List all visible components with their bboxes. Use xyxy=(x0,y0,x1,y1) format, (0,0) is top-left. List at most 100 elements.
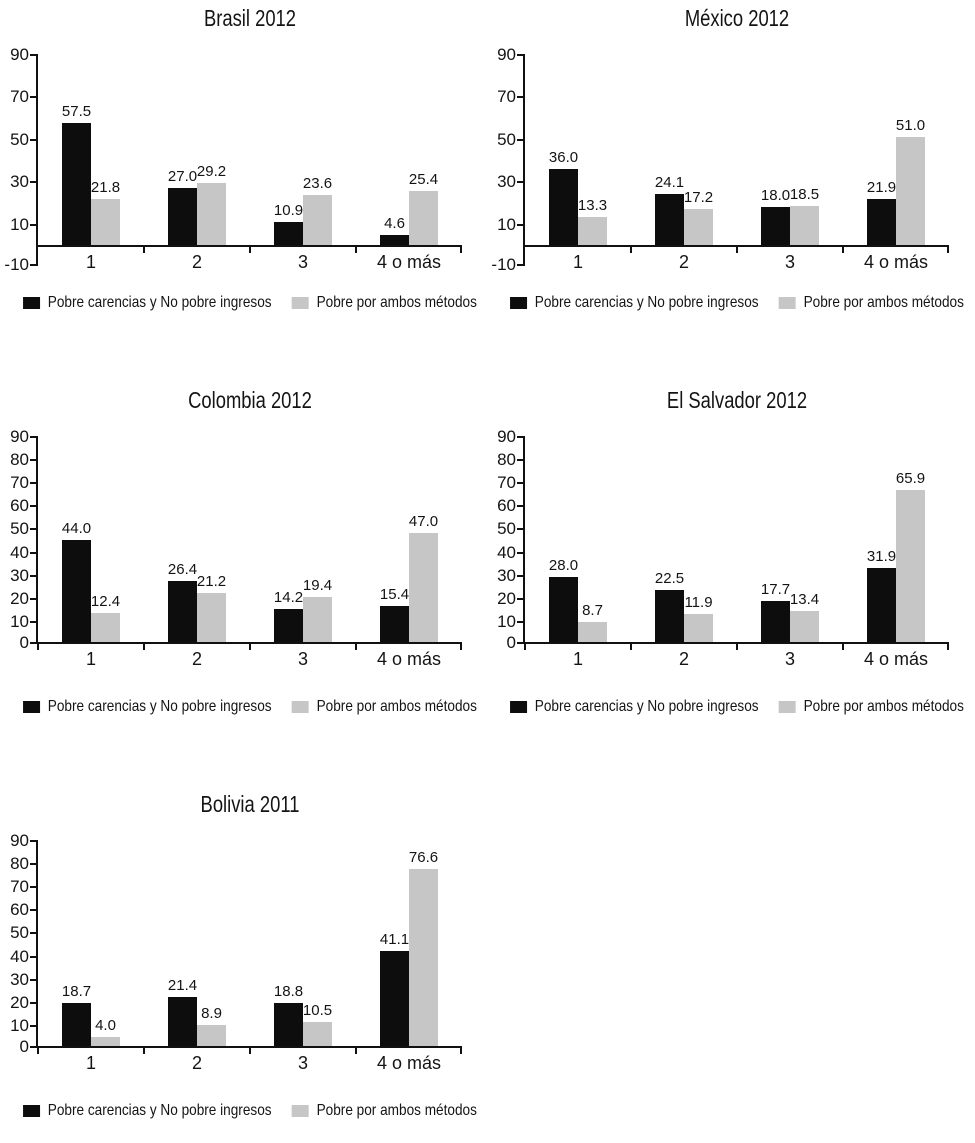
y-axis-tick-mark xyxy=(517,436,523,438)
legend-gray-swatch-icon xyxy=(291,297,309,309)
bar-value-label: 18.7 xyxy=(61,983,92,1000)
y-axis-label: 10 xyxy=(10,215,29,234)
y-axis-label: 20 xyxy=(10,993,29,1012)
y-axis-tick-mark xyxy=(30,1025,36,1027)
y-axis-tick-mark xyxy=(517,139,523,141)
x-axis-tick-mark xyxy=(460,644,462,650)
y-axis-label: 0 xyxy=(19,1037,29,1056)
y-axis-label: 0 xyxy=(506,633,516,652)
legend-label-series2: Pobre por ambos métodos xyxy=(316,294,477,311)
y-axis-tick-mark xyxy=(30,598,36,600)
bar-series2 xyxy=(197,183,226,245)
y-axis-tick-mark xyxy=(30,436,36,438)
y-axis-label: 90 xyxy=(10,831,29,850)
legend-black-swatch-icon xyxy=(510,701,528,713)
bar-value-label: 4.0 xyxy=(95,1017,116,1034)
chart-legend: Pobre carencias y No pobre ingresos Pobr… xyxy=(23,294,477,312)
legend-item-series1: Pobre carencias y No pobre ingresos xyxy=(23,294,272,312)
x-category-label: 3 xyxy=(784,649,796,669)
y-axis-line xyxy=(36,436,38,644)
bar-series2 xyxy=(790,206,819,245)
bar-value-label: 11.9 xyxy=(684,594,713,611)
bar-series2 xyxy=(790,611,819,642)
chart-plot-region: 90 80 70 60 50 40 30 20 10 0 18.7 4.0 1 21.4 8.9 2 18.8 1… xyxy=(0,831,487,1073)
chart-bolivia: Bolivia 2011 90 80 70 60 50 40 30 20 10 0 18.7 4.0 1… xyxy=(0,790,487,1120)
bar-series1 xyxy=(62,1003,91,1046)
x-axis-tick-mark xyxy=(249,247,251,253)
bar-series2 xyxy=(409,869,438,1046)
y-axis-tick-mark xyxy=(30,139,36,141)
y-axis-label: 50 xyxy=(10,923,29,942)
x-category-label: 3 xyxy=(297,252,309,272)
plot-area: 36.0 13.3 1 24.1 17.2 2 18.0 18.5 3 21.9 51.0 4 o m… xyxy=(517,54,949,272)
x-category-label: 1 xyxy=(85,649,97,669)
x-category-label: 4 o más xyxy=(863,252,929,272)
x-category-label: 1 xyxy=(572,252,584,272)
chart-brasil: Brasil 2012 90 70 50 30 10 -10 57.5 21.8 1 27.0 29… xyxy=(0,4,487,312)
bar-series1 xyxy=(655,590,684,642)
legend-black-swatch-icon xyxy=(23,297,41,309)
x-axis-tick-mark xyxy=(249,644,251,650)
bar-value-label: 57.5 xyxy=(61,103,92,120)
y-axis-label: 30 xyxy=(497,172,516,191)
x-category-label: 4 o más xyxy=(863,649,929,669)
bar-series2 xyxy=(303,195,332,245)
chart-plot-region: 90 80 70 60 50 40 30 20 10 0 44.0 12.4 1 26.4 21.2 2 14.… xyxy=(0,427,487,669)
bar-value-label: 29.2 xyxy=(196,163,227,180)
chart-legend: Pobre carencias y No pobre ingresos Pobr… xyxy=(510,294,964,312)
y-axis-tick-mark xyxy=(30,979,36,981)
x-axis-line xyxy=(36,642,462,644)
bar-value-label: 36.0 xyxy=(548,149,579,166)
bar-value-label: 4.6 xyxy=(384,215,405,232)
bar-value-label: 12.4 xyxy=(90,593,121,610)
legend-item-series1: Pobre carencias y No pobre ingresos xyxy=(23,1102,272,1120)
x-category-label: 3 xyxy=(297,1053,309,1073)
bar-series2 xyxy=(684,209,713,245)
y-axis-label: 40 xyxy=(497,543,516,562)
y-axis: 90 80 70 60 50 40 30 20 10 0 xyxy=(0,831,38,1056)
legend-gray-swatch-icon xyxy=(291,1105,309,1117)
x-axis-tick-mark xyxy=(524,644,526,650)
bar-value-label: 18.8 xyxy=(273,983,304,1000)
chart-legend: Pobre carencias y No pobre ingresos Pobr… xyxy=(23,698,477,716)
legend-item-series2: Pobre por ambos métodos xyxy=(291,1102,477,1120)
legend-item-series1: Pobre carencias y No pobre ingresos xyxy=(510,294,759,312)
bar-series2 xyxy=(684,614,713,642)
legend-label-series2: Pobre por ambos métodos xyxy=(316,698,477,715)
y-axis-label: 30 xyxy=(10,566,29,585)
y-axis-label: 70 xyxy=(10,473,29,492)
y-axis-tick-mark xyxy=(30,863,36,865)
bar-series1 xyxy=(761,601,790,642)
y-axis-tick-mark xyxy=(30,575,36,577)
y-axis-tick-mark xyxy=(30,1046,36,1048)
x-axis-tick-mark xyxy=(460,1048,462,1054)
y-axis-label: 20 xyxy=(10,589,29,608)
legend-label-series1: Pobre carencias y No pobre ingresos xyxy=(47,698,272,715)
y-axis: 90 80 70 60 50 40 30 20 10 0 xyxy=(487,427,525,652)
empty-cell xyxy=(487,790,975,1120)
x-category-label: 2 xyxy=(678,649,690,669)
y-axis-label: 30 xyxy=(10,970,29,989)
legend-item-series2: Pobre por ambos métodos xyxy=(291,698,477,716)
y-axis-label: 80 xyxy=(497,450,516,469)
bar-series2 xyxy=(409,191,438,245)
bar-value-label: 13.3 xyxy=(577,197,608,214)
legend-label-series1: Pobre carencias y No pobre ingresos xyxy=(47,1102,272,1119)
x-axis-tick-mark xyxy=(947,644,949,650)
y-axis-label: 90 xyxy=(10,45,29,64)
x-axis-tick-mark xyxy=(143,1048,145,1054)
y-axis: 90 70 50 30 10 -10 xyxy=(0,45,38,274)
x-category-label: 4 o más xyxy=(376,649,442,669)
y-axis-tick-mark xyxy=(517,264,523,266)
y-axis-tick-mark xyxy=(517,54,523,56)
chart-legend: Pobre carencias y No pobre ingresos Pobr… xyxy=(23,1102,477,1120)
bar-series1 xyxy=(549,169,578,245)
y-axis-label: 80 xyxy=(10,854,29,873)
bar-value-label: 51.0 xyxy=(895,117,926,134)
x-axis-tick-mark xyxy=(143,247,145,253)
y-axis-tick-mark xyxy=(517,224,523,226)
y-axis-tick-mark xyxy=(30,505,36,507)
legend-black-swatch-icon xyxy=(510,297,528,309)
x-axis-tick-mark xyxy=(249,1048,251,1054)
x-axis-tick-mark xyxy=(842,247,844,253)
